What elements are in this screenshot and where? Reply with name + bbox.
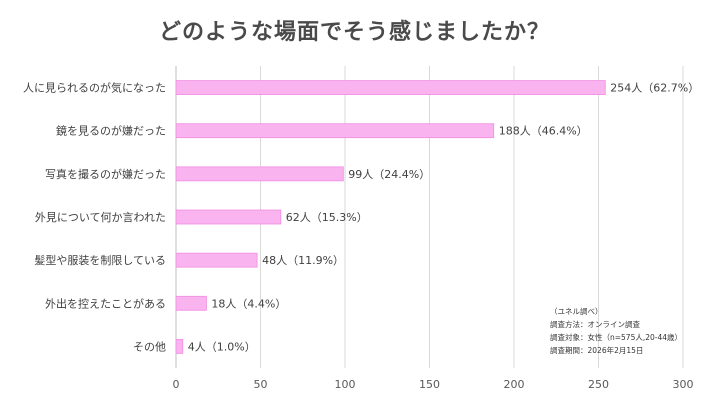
bar xyxy=(175,295,207,311)
x-tick-label: 100 xyxy=(335,378,356,391)
data-label: 188人（46.4%） xyxy=(499,125,588,138)
data-label: 4人（1.0%） xyxy=(188,340,256,353)
x-tick-label: 200 xyxy=(504,378,525,391)
data-label: 99人（24.4%） xyxy=(348,168,430,181)
data-label: 48人（11.9%） xyxy=(262,254,344,267)
category-label: 外出を控えたことがある xyxy=(45,296,166,310)
bar xyxy=(175,209,282,225)
category-label: 写真を撮るのが嫌だった xyxy=(45,167,166,181)
category-label: その他 xyxy=(133,340,166,353)
bar xyxy=(175,166,344,182)
notes-source: （ユネル調べ） xyxy=(550,307,603,316)
x-tick-label: 150 xyxy=(419,378,440,391)
category-label: 外見について何か言われた xyxy=(35,211,166,224)
x-tick-label: 300 xyxy=(673,378,694,391)
x-tick-label: 50 xyxy=(254,378,268,391)
bar xyxy=(175,80,606,95)
chart-title: どのような場面でそう感じましたか？ xyxy=(158,20,550,45)
bar xyxy=(175,339,184,354)
category-label: 鏡を見るのが嫌だった xyxy=(56,124,166,138)
bar xyxy=(175,123,495,139)
x-tick-label: 250 xyxy=(588,378,609,391)
survey-notes: （ユネル調べ） 調査方法：オンライン調査 調査対象：女性（n=575人,20-4… xyxy=(550,305,682,357)
notes-target: 調査対象：女性（n=575人,20-44歳） xyxy=(550,333,683,342)
category-label: 人に見られるのが気になった xyxy=(23,81,166,95)
data-label: 254人（62.7%） xyxy=(610,82,699,95)
notes-method: 調査方法：オンライン調査 xyxy=(550,320,640,329)
notes-period: 調査期間：2026年2月15日 xyxy=(550,346,644,355)
bar xyxy=(175,252,258,268)
x-tick-label: 0 xyxy=(173,378,180,391)
data-label: 18人（4.4%） xyxy=(211,297,286,310)
data-label: 62人（15.3%） xyxy=(286,211,368,224)
category-label: 髪型や服装を制限している xyxy=(34,253,166,267)
